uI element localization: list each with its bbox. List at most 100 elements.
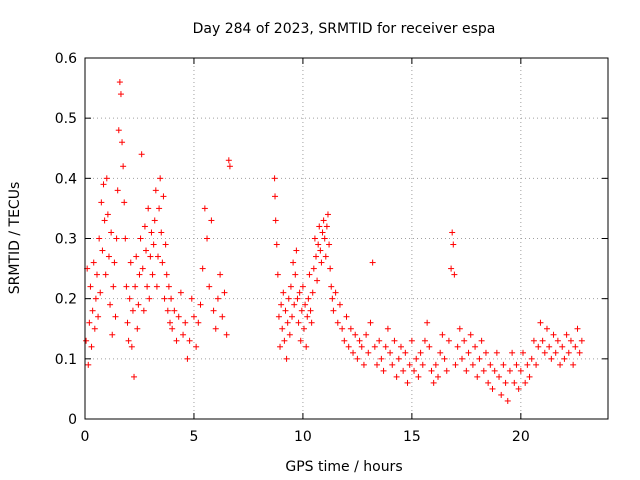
data-point: [341, 337, 348, 344]
grid-lines: [85, 58, 608, 419]
data-point: [277, 343, 284, 350]
data-point: [204, 235, 211, 242]
data-point: [112, 313, 119, 320]
data-point: [417, 349, 424, 356]
data-point: [85, 361, 92, 368]
data-point: [86, 319, 93, 326]
data-point: [303, 343, 310, 350]
x-axis-label: GPS time / hours: [285, 459, 402, 475]
y-tick-label: 0.2: [55, 292, 77, 308]
axis-ticks: 0 0.1 0.2 0.3 0.4 0.5 0.6 0 5 10 15 20: [55, 51, 608, 445]
data-point: [186, 337, 193, 344]
data-point: [515, 385, 522, 392]
data-point: [567, 337, 574, 344]
data-point: [125, 337, 132, 344]
data-point: [307, 307, 314, 314]
data-point: [415, 373, 422, 380]
data-point: [217, 271, 224, 278]
data-point: [369, 259, 376, 266]
data-point: [317, 247, 324, 254]
data-point: [115, 127, 122, 134]
data-point: [570, 361, 577, 368]
data-point: [104, 211, 111, 218]
data-point: [197, 301, 204, 308]
x-tick-label: 20: [512, 429, 530, 445]
data-point: [193, 343, 200, 350]
data-point: [206, 283, 213, 290]
data-point: [345, 343, 352, 350]
data-point: [543, 325, 550, 332]
data-point: [443, 367, 450, 374]
data-point: [285, 295, 292, 302]
data-point: [327, 265, 334, 272]
data-point: [326, 241, 333, 248]
data-point: [88, 343, 95, 350]
data-point: [83, 337, 90, 344]
data-point: [522, 379, 529, 386]
data-point: [478, 337, 485, 344]
data-point: [117, 91, 124, 98]
data-point: [380, 367, 387, 374]
data-point: [315, 241, 322, 248]
data-point: [428, 367, 435, 374]
data-point: [421, 337, 428, 344]
data-point: [99, 247, 106, 254]
data-point: [449, 229, 456, 236]
data-point: [190, 313, 197, 320]
data-point: [151, 217, 158, 224]
data-point: [496, 373, 503, 380]
data-point: [305, 295, 312, 302]
data-point: [437, 349, 444, 356]
data-point: [465, 349, 472, 356]
data-point: [199, 265, 206, 272]
data-point: [110, 283, 117, 290]
data-point: [406, 361, 413, 368]
data-point: [387, 349, 394, 356]
data-point: [524, 361, 531, 368]
data-point: [143, 247, 150, 254]
data-point: [93, 271, 100, 278]
data-point: [137, 235, 144, 242]
data-point: [312, 253, 319, 260]
data-point: [559, 343, 566, 350]
data-point: [365, 349, 372, 356]
data-point: [308, 319, 315, 326]
data-point: [314, 277, 321, 284]
data-point: [533, 361, 540, 368]
data-point: [201, 205, 208, 212]
data-point: [413, 355, 420, 362]
data-point: [456, 325, 463, 332]
data-point: [474, 373, 481, 380]
data-point: [275, 313, 282, 320]
data-point: [500, 361, 507, 368]
data-point: [173, 337, 180, 344]
data-point: [404, 379, 411, 386]
data-point: [290, 259, 297, 266]
data-point: [526, 373, 533, 380]
data-point: [347, 325, 354, 332]
data-point: [214, 295, 221, 302]
data-point: [162, 241, 169, 248]
data-point: [155, 253, 162, 260]
data-point: [506, 367, 513, 374]
data-point: [161, 295, 168, 302]
data-point: [382, 343, 389, 350]
data-point: [169, 325, 176, 332]
x-tick-label: 10: [294, 429, 312, 445]
data-point: [546, 343, 553, 350]
data-point: [281, 337, 288, 344]
data-point: [435, 373, 442, 380]
y-tick-label: 0.4: [55, 171, 77, 187]
x-tick-label: 0: [81, 429, 90, 445]
data-point: [210, 307, 217, 314]
data-point: [452, 361, 459, 368]
data-point: [284, 319, 291, 326]
data-point: [356, 337, 363, 344]
data-point: [498, 391, 505, 398]
data-point: [552, 349, 559, 356]
y-axis-label: SRMTID / TECUs: [7, 182, 23, 295]
y-tick-label: 0.5: [55, 111, 77, 127]
data-point: [89, 307, 96, 314]
data-point: [168, 295, 175, 302]
data-point: [487, 361, 494, 368]
